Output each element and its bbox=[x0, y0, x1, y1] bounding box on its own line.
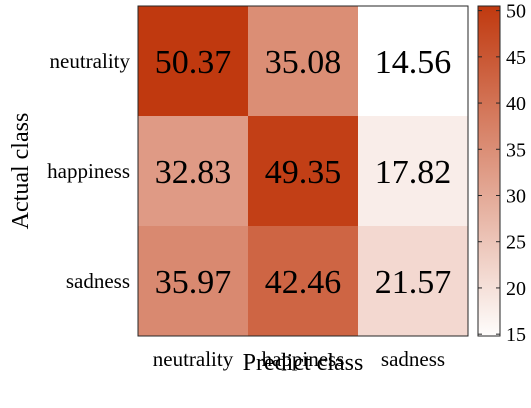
colorbar-tick-label-4: 35 bbox=[506, 139, 526, 161]
colorbar-tick-label-6: 45 bbox=[506, 47, 526, 69]
heatmap-cell-r1-c0 bbox=[138, 116, 248, 226]
x-axis-title: Predict class bbox=[243, 350, 364, 376]
heatmap-cell-r1-c1 bbox=[248, 116, 358, 226]
x-tick-label-2: sadness bbox=[381, 347, 445, 371]
colorbar-ticks: 15 20 25 30 35 40 45 50 bbox=[478, 1, 526, 346]
colorbar bbox=[477, 5, 501, 337]
y-tick-labels: neutrality happiness sadness bbox=[47, 49, 130, 293]
colorbar-tick-label-1: 20 bbox=[506, 278, 526, 300]
cell-value-label-r0-c1: 35.08 bbox=[265, 44, 342, 81]
cell-value-label-r2-c1: 42.46 bbox=[265, 264, 342, 301]
cell-value-label-r0-c0: 50.37 bbox=[155, 44, 232, 81]
heatmap-cell-r2-c2 bbox=[358, 226, 468, 336]
x-tick-label-1: happiness bbox=[262, 347, 345, 371]
heatmap-cell-r1-c2 bbox=[358, 116, 468, 226]
cell-value-label-r1-c1: 49.35 bbox=[265, 154, 342, 191]
colorbar-tick-label-2: 25 bbox=[506, 232, 526, 254]
heatmap-cell-r2-c1 bbox=[248, 226, 358, 336]
y-tick-label-0: neutrality bbox=[50, 49, 131, 73]
heatmap-cell-r0-c2 bbox=[358, 6, 468, 116]
colorbar-tick-label-7: 50 bbox=[506, 1, 526, 23]
colorbar-tick-label-0: 15 bbox=[506, 324, 526, 346]
y-tick-label-2: sadness bbox=[66, 269, 130, 293]
y-tick-label-1: happiness bbox=[47, 159, 130, 183]
heatmap-cells bbox=[138, 6, 468, 336]
heatmap-cell-r0-c0 bbox=[138, 6, 248, 116]
cell-value-label-r2-c0: 35.97 bbox=[155, 264, 232, 301]
colorbar-tick-label-5: 40 bbox=[506, 93, 526, 115]
cell-value-label-r1-c2: 17.82 bbox=[375, 154, 452, 191]
x-tick-label-0: neutrality bbox=[153, 347, 234, 371]
heatmap-cell-r0-c1 bbox=[248, 6, 358, 116]
cell-value-label-r2-c2: 21.57 bbox=[375, 264, 452, 301]
cell-value-label-r1-c0: 32.83 bbox=[155, 154, 232, 191]
x-tick-labels: neutrality happiness sadness bbox=[153, 347, 445, 371]
y-axis-title: Actual class bbox=[8, 113, 34, 230]
plot-frame bbox=[137, 5, 469, 337]
cell-value-label-r0-c2: 14.56 bbox=[375, 44, 452, 81]
colorbar-tick-label-3: 30 bbox=[506, 185, 526, 207]
heatmap-value-labels: 50.37 35.08 14.56 32.83 49.35 17.82 35.97 42.46… bbox=[155, 44, 452, 301]
heatmap-cell-r2-c0 bbox=[138, 226, 248, 336]
